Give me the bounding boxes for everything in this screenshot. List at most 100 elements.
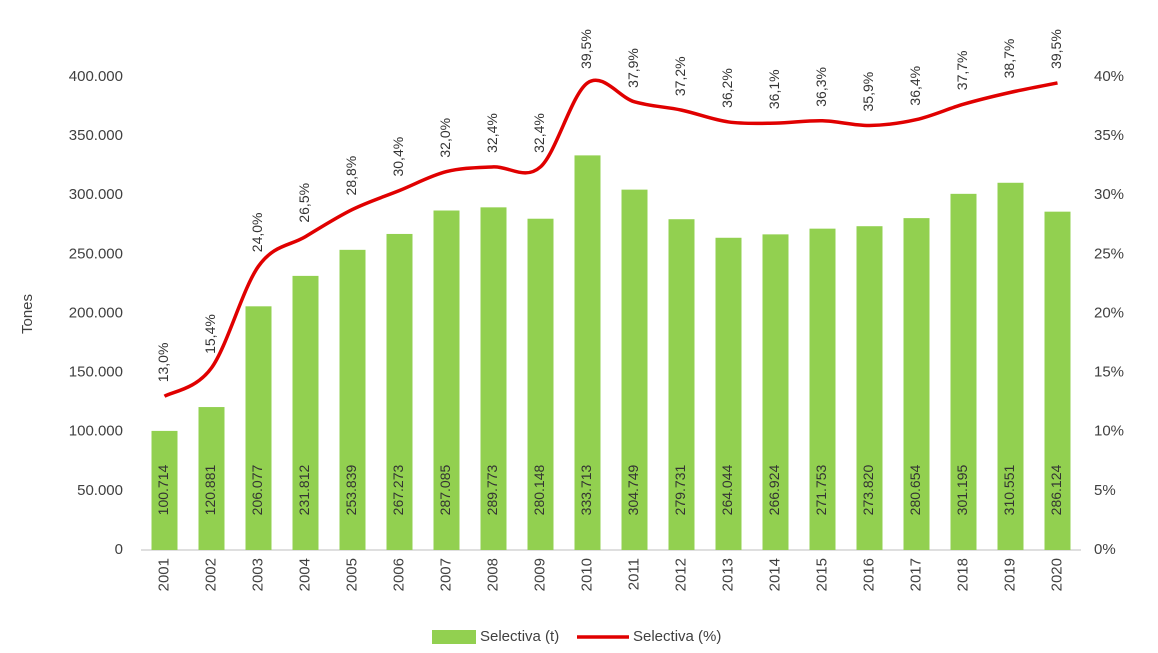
bar [245,306,272,550]
line [163,78,1058,398]
bar [715,237,742,550]
value-label: 333.713 [578,464,594,515]
x-tick-label: 2009 [531,558,548,591]
x-tick-label: 2005 [343,558,360,591]
value-label: 206.077 [249,464,265,515]
value-label: 266.924 [766,464,782,515]
value-label: 100.714 [155,464,171,515]
bar [903,218,930,550]
tick-label: 350.000 [69,127,123,144]
tick-label: 25% [1094,245,1124,262]
value-label: 38,7% [1001,39,1017,79]
bar [151,430,178,550]
tick-label: 400.000 [69,68,123,85]
tick-label: 30% [1094,186,1124,203]
value-label: 253.839 [343,464,359,515]
tick-label: 100.000 [69,423,123,440]
x-tick-label: 2016 [860,558,877,591]
value-label: 37,7% [954,50,970,90]
x-tick-label: 2003 [249,558,266,591]
bar [997,182,1024,550]
x-tick-label: 2014 [766,558,783,591]
value-label: 289.773 [484,464,500,515]
value-label: 279.731 [672,464,688,515]
bar [809,228,836,550]
tick-label: 15% [1094,364,1124,381]
bar [386,233,413,550]
tick-label: 10% [1094,423,1124,440]
bar [856,226,883,550]
value-label: 280.148 [531,464,547,515]
value-label: 36,3% [813,67,829,107]
value-label: 32,0% [437,118,453,158]
value-label: 304.749 [625,464,641,515]
tick-label: 200.000 [69,304,123,321]
bar [433,210,460,551]
bar [950,193,977,550]
value-label: 267.273 [390,464,406,515]
x-tick-label: 2002 [202,558,219,591]
bar [292,275,319,550]
value-label: 36,1% [766,69,782,109]
value-label: 13,0% [155,343,171,383]
bar [668,219,695,551]
y-axis-label: Tones [19,294,36,334]
bar [621,189,648,550]
bar [574,155,601,550]
value-label: 280.654 [907,464,923,515]
x-tick-label: 2010 [578,558,595,591]
x-tick-label: 2015 [813,558,830,591]
tick-label: 5% [1094,482,1116,499]
value-label: 264.044 [719,464,735,515]
value-label: 120.881 [202,464,218,515]
tick-label: 0% [1094,541,1116,558]
tick-label: 300.000 [69,186,123,203]
value-label: 271.753 [813,464,829,515]
tick-label: 35% [1094,127,1124,144]
tick-label: 0 [115,541,123,558]
x-tick-label: 2013 [719,558,736,591]
value-label: 37,9% [625,48,641,88]
value-label: 32,4% [484,113,500,153]
value-label: 26,5% [296,183,312,223]
x-tick-label: 2019 [1001,558,1018,591]
tick-label: 50.000 [77,482,123,499]
bar [762,234,789,550]
x-tick-label: 2001 [155,558,172,591]
value-label: 15,4% [202,314,218,354]
legend-label: Selectiva (t) [480,628,559,645]
bar [480,207,507,550]
value-label: 286.124 [1048,464,1064,515]
x-tick-label: 2012 [672,558,689,591]
value-label: 310.551 [1001,464,1017,515]
x-tick-label: 2006 [390,558,407,591]
value-label: 287.085 [437,464,453,515]
x-tick-label: 2004 [296,558,313,591]
bar [198,407,225,550]
bar [527,218,554,551]
x-tick-label: 2017 [907,558,924,591]
x-tick-label: 2008 [484,558,501,591]
bar [1044,211,1071,550]
value-label: 30,4% [390,137,406,177]
x-tick-label: 2018 [954,558,971,591]
value-label: 273.820 [860,464,876,515]
value-label: 36,4% [907,66,923,106]
tick-label: 40% [1094,68,1124,85]
tick-label: 250.000 [69,245,123,262]
value-label: 28,8% [343,156,359,196]
legend-label: Selectiva (%) [633,628,721,645]
value-label: 231.812 [296,464,312,515]
x-tick-label: 2007 [437,558,454,591]
x-tick-label: 2020 [1048,558,1065,591]
value-label: 37,2% [672,56,688,96]
value-label: 32,4% [531,113,547,153]
value-label: 24,0% [249,212,265,252]
value-label: 35,9% [860,72,876,112]
legend-swatch [432,630,476,644]
x-tick-label: 2011 [625,558,642,590]
bar [339,249,366,550]
value-label: 39,5% [578,29,594,69]
